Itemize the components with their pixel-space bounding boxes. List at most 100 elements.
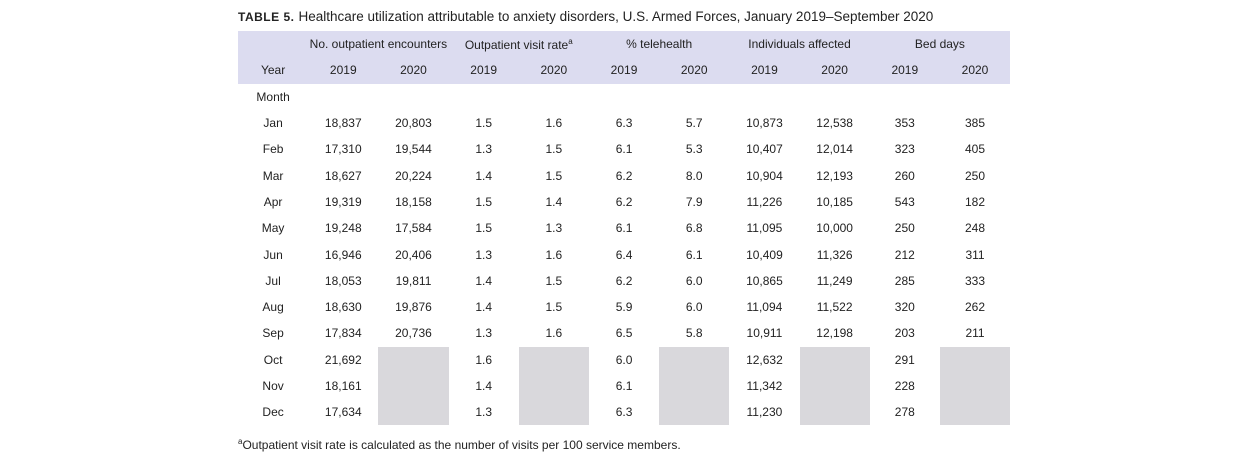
- group-header: Individuals affected: [729, 31, 870, 58]
- month-cell: Jan: [263, 116, 283, 131]
- value-cell: 6.4: [615, 247, 633, 262]
- value-cell: 11,249: [816, 273, 853, 288]
- value-cell: 182: [964, 194, 986, 209]
- value-cell: 1.6: [545, 116, 563, 131]
- empty-cell: [799, 399, 870, 426]
- value-cell: 11,230: [746, 405, 783, 420]
- value-cell: 1.3: [475, 405, 492, 420]
- empty-cell: [939, 346, 1011, 373]
- value-cell: 11,095: [746, 221, 783, 236]
- year-header: 2020: [939, 57, 1011, 84]
- value-cell: 20,406: [395, 247, 432, 262]
- value-cell: 12,198: [816, 326, 853, 341]
- value-cell: 5.7: [685, 116, 703, 131]
- group-header: % telehealth: [588, 31, 730, 58]
- value-cell: 18,161: [324, 379, 362, 393]
- value-cell: 21,692: [324, 352, 362, 367]
- value-cell: 17,634: [324, 405, 362, 420]
- value-cell: 18,158: [395, 194, 432, 209]
- value-cell: 12,538: [816, 116, 853, 131]
- value-cell: 5.3: [685, 142, 703, 157]
- table-row: Oct 21,692 1.6 6.0 12,632 291: [238, 346, 1011, 373]
- table-row: Apr 19,319 18,158 1.5 1.4 6.2 7.9 11,226 10,185 5…: [238, 189, 1010, 215]
- value-cell: 278: [894, 405, 915, 420]
- month-cell: May: [261, 221, 285, 236]
- year-header: 2020: [799, 57, 870, 84]
- value-cell: 1.6: [545, 326, 563, 341]
- table-row: Jul 18,053 19,811 1.4 1.5 6.2 6.0 10,865 11,249 2…: [238, 268, 1010, 294]
- value-cell: 6.3: [615, 116, 633, 131]
- footnote: aOutpatient visit rate is calculated as …: [238, 437, 681, 452]
- month-cell: Jul: [265, 273, 281, 288]
- table-row: May 19,248 17,584 1.5 1.3 6.1 6.8 11,095 10,000 2…: [238, 215, 1010, 241]
- value-cell: 1.5: [545, 168, 563, 183]
- empty-cell: [378, 372, 449, 400]
- value-cell: 19,811: [395, 273, 432, 288]
- value-cell: 212: [894, 247, 915, 262]
- value-cell: 7.9: [685, 194, 703, 209]
- month-cell: Apr: [263, 194, 283, 209]
- value-cell: 291: [894, 352, 915, 367]
- value-cell: 323: [894, 142, 915, 157]
- table-row: Feb 17,310 19,544 1.3 1.5 6.1 5.3 10,407 12,014 3…: [238, 136, 1010, 162]
- group-header: Outpatient visit ratea: [448, 31, 589, 58]
- value-cell: 1.4: [475, 300, 492, 315]
- value-cell: 6.2: [615, 194, 633, 209]
- group-header-row: No. outpatient encounters Outpatient vis…: [238, 31, 1011, 58]
- table-row: Aug 18,630 19,876 1.4 1.5 5.9 6.0 11,094 11,522 3…: [238, 294, 1010, 320]
- value-cell: 6.1: [615, 221, 633, 236]
- value-cell: 311: [965, 247, 985, 262]
- value-cell: 1.6: [545, 247, 563, 262]
- value-cell: 5.8: [685, 326, 703, 341]
- value-cell: 17,310: [324, 142, 362, 157]
- month-cell: Aug: [262, 300, 284, 315]
- value-cell: 18,837: [324, 116, 362, 131]
- title-label: TABLE 5.: [238, 10, 295, 24]
- value-cell: 262: [964, 300, 986, 315]
- value-cell: 250: [964, 168, 986, 183]
- value-cell: 10,911: [746, 326, 783, 341]
- value-cell: 10,409: [746, 247, 783, 262]
- value-cell: 1.4: [475, 273, 492, 288]
- value-cell: 20,224: [395, 168, 432, 183]
- year-header: 2020: [378, 57, 449, 84]
- value-cell: 385: [964, 116, 986, 131]
- value-cell: 20,803: [395, 116, 432, 131]
- value-cell: 11,094: [746, 300, 783, 315]
- value-cell: 18,630: [324, 300, 362, 315]
- footnote-mark: a: [238, 437, 243, 446]
- year-label: Year: [238, 57, 309, 84]
- year-header: 2019: [729, 57, 800, 84]
- empty-cell: [378, 346, 449, 373]
- value-cell: 1.3: [475, 142, 492, 157]
- group-header: No. outpatient encounters: [308, 31, 449, 58]
- footnote-text: Outpatient visit rate is calculated as t…: [242, 438, 681, 452]
- empty-cell: [659, 399, 730, 426]
- value-cell: 19,544: [395, 142, 432, 157]
- month-cell: Dec: [262, 405, 284, 420]
- empty-cell: [518, 346, 589, 373]
- value-cell: 250: [894, 221, 915, 236]
- value-cell: 18,627: [324, 168, 362, 183]
- header-cell: [238, 31, 309, 58]
- value-cell: 260: [894, 168, 915, 183]
- month-label: Month: [256, 89, 290, 104]
- group-header: Bed days: [869, 31, 1011, 58]
- year-header: 2020: [518, 57, 589, 84]
- empty-cell: [518, 372, 589, 400]
- empty-cell: [378, 399, 449, 426]
- value-cell: 1.3: [475, 326, 492, 341]
- year-header-row: Year 2019 2020 2019 2020 2019 2020 2019 2020 201…: [238, 57, 1011, 84]
- title-text: Healthcare utilization attributable to a…: [298, 9, 934, 24]
- value-cell: 10,904: [746, 168, 783, 183]
- value-cell: 6.0: [685, 300, 703, 315]
- year-header: 2019: [308, 57, 379, 84]
- value-cell: 11,226: [746, 194, 783, 209]
- value-cell: 203: [894, 326, 915, 341]
- month-cell: Nov: [262, 379, 284, 393]
- value-cell: 6.5: [615, 326, 633, 341]
- value-cell: 11,326: [816, 247, 853, 262]
- value-cell: 11,342: [746, 379, 783, 393]
- value-cell: 10,865: [746, 273, 783, 288]
- value-cell: 1.4: [475, 379, 492, 393]
